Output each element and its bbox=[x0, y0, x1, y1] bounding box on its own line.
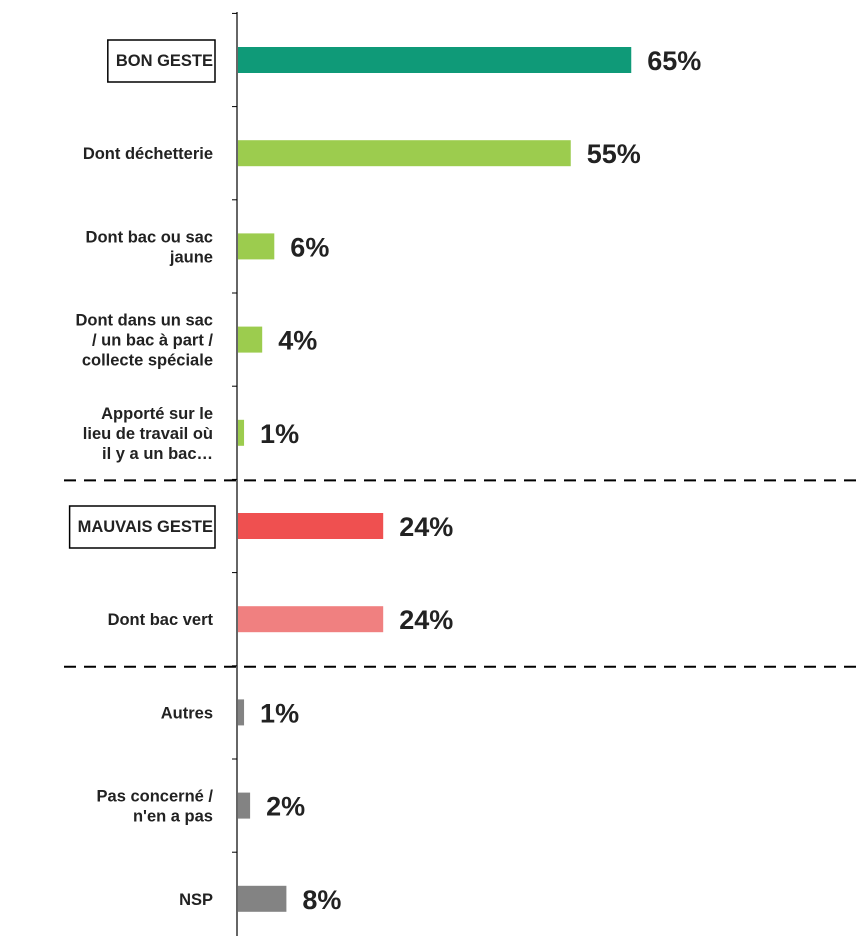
data-label: 1% bbox=[260, 698, 299, 728]
bar bbox=[238, 792, 251, 819]
data-label: 1% bbox=[260, 419, 299, 449]
data-label: 8% bbox=[302, 885, 341, 915]
category-label-line: il y a un bac… bbox=[102, 445, 213, 463]
category-label-line: collecte spéciale bbox=[82, 352, 213, 370]
category-label-line: Dont bac ou sac bbox=[86, 228, 213, 246]
category-label: Dont bac ou sac jaune bbox=[86, 228, 213, 266]
category-label: Autres bbox=[161, 704, 213, 722]
category-label: Apporté sur le lieu de travail où il y a u… bbox=[83, 405, 213, 463]
category-label: BON GESTE bbox=[116, 52, 213, 70]
category-label-line: jaune bbox=[169, 248, 213, 266]
bar bbox=[238, 47, 632, 73]
category-label-line: n'en a pas bbox=[133, 808, 213, 826]
category-label: MAUVAIS GESTE bbox=[78, 518, 213, 536]
bar bbox=[238, 606, 384, 633]
category-label: Dont déchetterie bbox=[83, 145, 213, 163]
data-label: 4% bbox=[278, 326, 317, 356]
bar bbox=[238, 326, 263, 353]
data-label: 24% bbox=[399, 605, 453, 635]
category-label-line: MAUVAIS GESTE bbox=[78, 518, 213, 536]
bar bbox=[238, 233, 275, 260]
category-label: Dont dans un sac / un bac à part / collect… bbox=[75, 312, 213, 370]
data-label: 55% bbox=[587, 139, 641, 169]
bar bbox=[238, 699, 245, 726]
data-label: 65% bbox=[647, 46, 701, 76]
category-label: NSP bbox=[179, 891, 213, 909]
bar bbox=[238, 419, 245, 446]
category-label-line: lieu de travail où bbox=[83, 425, 213, 443]
category-label-line: Dont déchetterie bbox=[83, 145, 213, 163]
category-label-line: Apporté sur le bbox=[101, 405, 213, 423]
category-label-box bbox=[68, 505, 216, 549]
category-label: Pas concerné / n'en a pas bbox=[97, 788, 214, 826]
bar bbox=[238, 513, 384, 539]
data-label: 2% bbox=[266, 792, 305, 822]
category-label-line: Autres bbox=[161, 704, 213, 722]
bar bbox=[238, 140, 571, 167]
category-label-line: Pas concerné / bbox=[97, 788, 214, 806]
data-label: 6% bbox=[290, 232, 329, 262]
category-label-line: Dont bac vert bbox=[108, 611, 214, 629]
category-label-box bbox=[107, 39, 216, 83]
category-label-line: BON GESTE bbox=[116, 52, 213, 70]
category-label-line: / un bac à part / bbox=[92, 332, 213, 350]
category-label-line: NSP bbox=[179, 891, 213, 909]
category-label: Dont bac vert bbox=[108, 611, 214, 629]
bar bbox=[238, 885, 287, 912]
category-label-line: Dont dans un sac bbox=[75, 312, 213, 330]
data-label: 24% bbox=[399, 512, 453, 542]
